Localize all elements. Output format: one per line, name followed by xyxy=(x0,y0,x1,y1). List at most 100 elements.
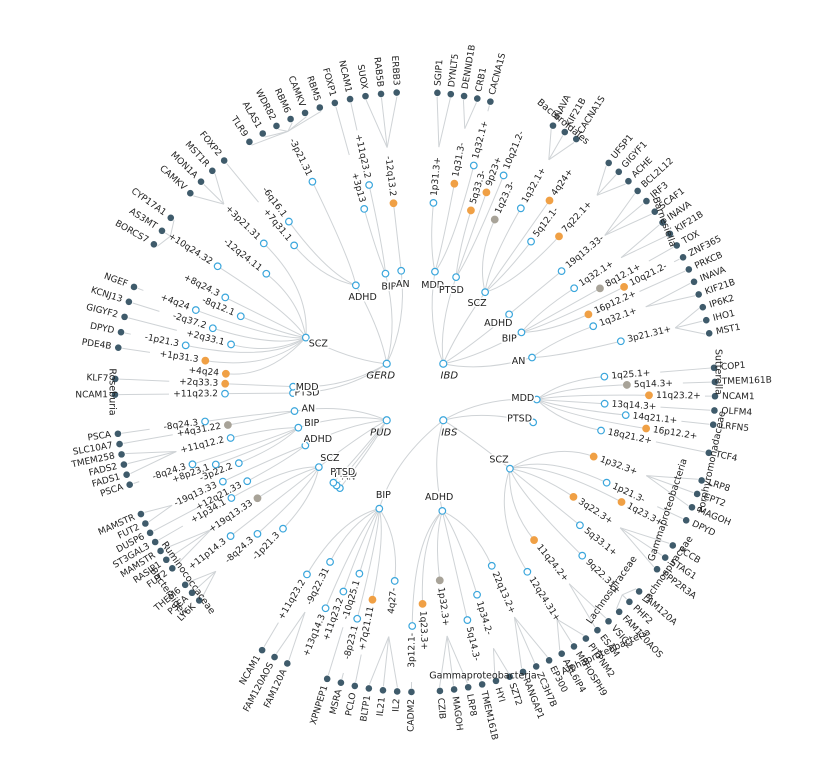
trait-locus-link xyxy=(536,376,605,400)
gene-node xyxy=(653,565,661,573)
locus-gene-link xyxy=(556,618,584,636)
locus-gene-link xyxy=(169,529,212,558)
gene-node xyxy=(111,375,119,383)
gene-node xyxy=(287,115,294,123)
locus-gene-link xyxy=(148,504,173,523)
locus-node xyxy=(223,421,232,429)
locus-gene-link xyxy=(493,648,509,674)
hub-trait-link xyxy=(443,414,534,423)
locus-node xyxy=(645,391,653,400)
gene-node xyxy=(711,378,719,386)
locus-label: 1p32.3+ xyxy=(598,455,638,478)
gene-node xyxy=(168,565,176,572)
gene-label: IP6K2 xyxy=(708,294,735,311)
trait-label: AN xyxy=(342,472,356,483)
trait-node xyxy=(532,395,541,404)
trait-label: BIP xyxy=(376,490,391,501)
hub-label: IBD xyxy=(441,371,459,382)
locus-node xyxy=(589,322,598,331)
locus-node xyxy=(234,459,243,468)
gene-node xyxy=(447,90,455,98)
locus-label: -3p21.31 xyxy=(287,137,314,178)
trait-locus-link xyxy=(227,410,295,426)
locus-node xyxy=(570,284,579,293)
gene-node xyxy=(284,660,291,667)
trait-locus-link xyxy=(484,241,532,293)
locus-gene-link xyxy=(604,203,644,236)
locus-label: 10q21.2- xyxy=(502,130,527,171)
trait-locus-link xyxy=(265,273,307,338)
gene-node xyxy=(643,197,650,205)
trait-locus-link xyxy=(484,200,550,293)
locus-node xyxy=(226,532,235,540)
locus-node xyxy=(530,536,538,544)
trait-label: ADHD xyxy=(304,434,332,445)
gene-label: COP1 xyxy=(721,361,746,373)
gene-node xyxy=(519,668,527,676)
locus-gene-link xyxy=(621,594,627,600)
trait-locus-link xyxy=(437,510,443,581)
gene-node xyxy=(634,187,641,195)
locus-gene-link xyxy=(165,232,171,237)
gene-node xyxy=(582,635,590,642)
locus-node xyxy=(211,460,220,469)
gene-label: SZT2 xyxy=(507,682,524,707)
gene-node xyxy=(673,242,681,249)
trait-locus-link xyxy=(536,384,627,400)
gene-label: MSRA xyxy=(329,688,345,716)
locus-gene-link xyxy=(123,434,173,444)
locus-node xyxy=(243,477,252,486)
locus-gene-link xyxy=(620,527,670,544)
locus-gene-link xyxy=(169,220,175,237)
gene-node xyxy=(209,167,216,175)
trait-label: MDD xyxy=(334,469,357,480)
locus-node xyxy=(482,188,491,197)
locus-node xyxy=(236,312,245,321)
trait-locus-link xyxy=(263,243,307,338)
trait-label: PTSD xyxy=(507,413,532,424)
trait-node xyxy=(481,288,490,297)
hub-node xyxy=(382,359,391,368)
gene-label: IL21 xyxy=(376,697,388,717)
locus-label: 1p34.2- xyxy=(474,600,494,636)
gene-node xyxy=(126,481,133,489)
locus-node xyxy=(487,561,496,570)
locus-gene-link xyxy=(278,128,288,132)
locus-label: +2q33.3 xyxy=(179,377,218,389)
locus-node xyxy=(221,293,230,302)
trait-locus-link xyxy=(509,467,622,503)
hub-trait-link xyxy=(298,417,387,429)
locus-gene-link xyxy=(648,246,674,262)
locus-gene-link xyxy=(681,420,710,425)
trait-locus-link xyxy=(455,175,505,278)
trait-node xyxy=(289,382,298,391)
locus-gene-link xyxy=(479,674,482,681)
hub-trait-link xyxy=(293,363,387,388)
trait-locus-link xyxy=(503,468,528,573)
locus-node xyxy=(617,498,626,506)
gene-node xyxy=(273,122,280,130)
gene-label: NCAM1 xyxy=(336,59,353,93)
hub-trait-link xyxy=(442,291,486,364)
trait-locus-link xyxy=(521,286,625,333)
trait-locus-link xyxy=(484,236,560,293)
locus-node xyxy=(463,616,472,624)
gene-node xyxy=(594,626,601,634)
trait-locus-link xyxy=(306,508,380,575)
trait-locus-link xyxy=(378,508,397,581)
locus-gene-link xyxy=(201,571,217,598)
locus-node xyxy=(188,460,197,469)
locus-node xyxy=(227,494,236,502)
gene-node xyxy=(331,99,339,107)
trait-locus-link xyxy=(230,337,307,349)
locus-node xyxy=(600,372,609,381)
gene-label: CADM2 xyxy=(406,699,416,732)
locus-label: +11p14.3 xyxy=(187,537,228,572)
locus-gene-link xyxy=(175,529,212,567)
locus-gene-link xyxy=(619,527,663,556)
gene-node xyxy=(478,681,486,688)
gene-node xyxy=(114,344,122,351)
gene-node xyxy=(146,529,154,537)
gene-node xyxy=(615,168,623,176)
